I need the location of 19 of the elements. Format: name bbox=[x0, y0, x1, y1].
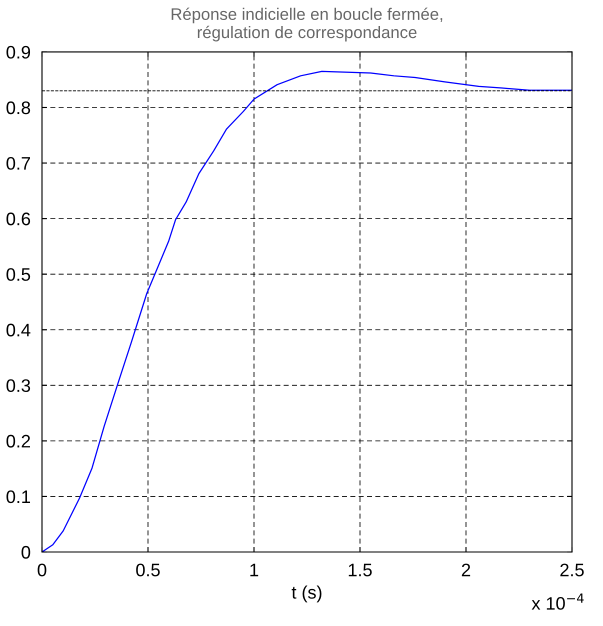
x-tick-label: 2.5 bbox=[560, 564, 584, 576]
y-tick-label: 0.3 bbox=[6, 379, 30, 392]
x-tick-label: 0.5 bbox=[136, 564, 160, 576]
x-tick-label: 0 bbox=[38, 564, 46, 576]
y-tick-label: 0.8 bbox=[6, 101, 30, 114]
chart-title: Réponse indicielle en boucle fermée, régulation de correspondance bbox=[172, 8, 442, 42]
y-tick-label: 0.5 bbox=[6, 268, 30, 281]
y-tick-label: 0.6 bbox=[6, 212, 30, 226]
x-tick-label: 2 bbox=[462, 564, 470, 576]
y-tick-label: 0.1 bbox=[6, 490, 30, 504]
y-tick-label: 0 bbox=[22, 546, 30, 559]
x-tick-label: 1 bbox=[250, 564, 258, 576]
y-tick-label: 0.2 bbox=[6, 434, 30, 448]
y-tick-label: 0.9 bbox=[6, 46, 30, 59]
x-tick-label: 1.5 bbox=[348, 564, 372, 576]
y-tick-label: 0.7 bbox=[6, 156, 30, 170]
y-tick-label: 0.4 bbox=[6, 324, 30, 336]
x-axis-title: t (s) bbox=[292, 586, 322, 602]
text: x 10$^{−4}$ bbox=[532, 593, 584, 610]
